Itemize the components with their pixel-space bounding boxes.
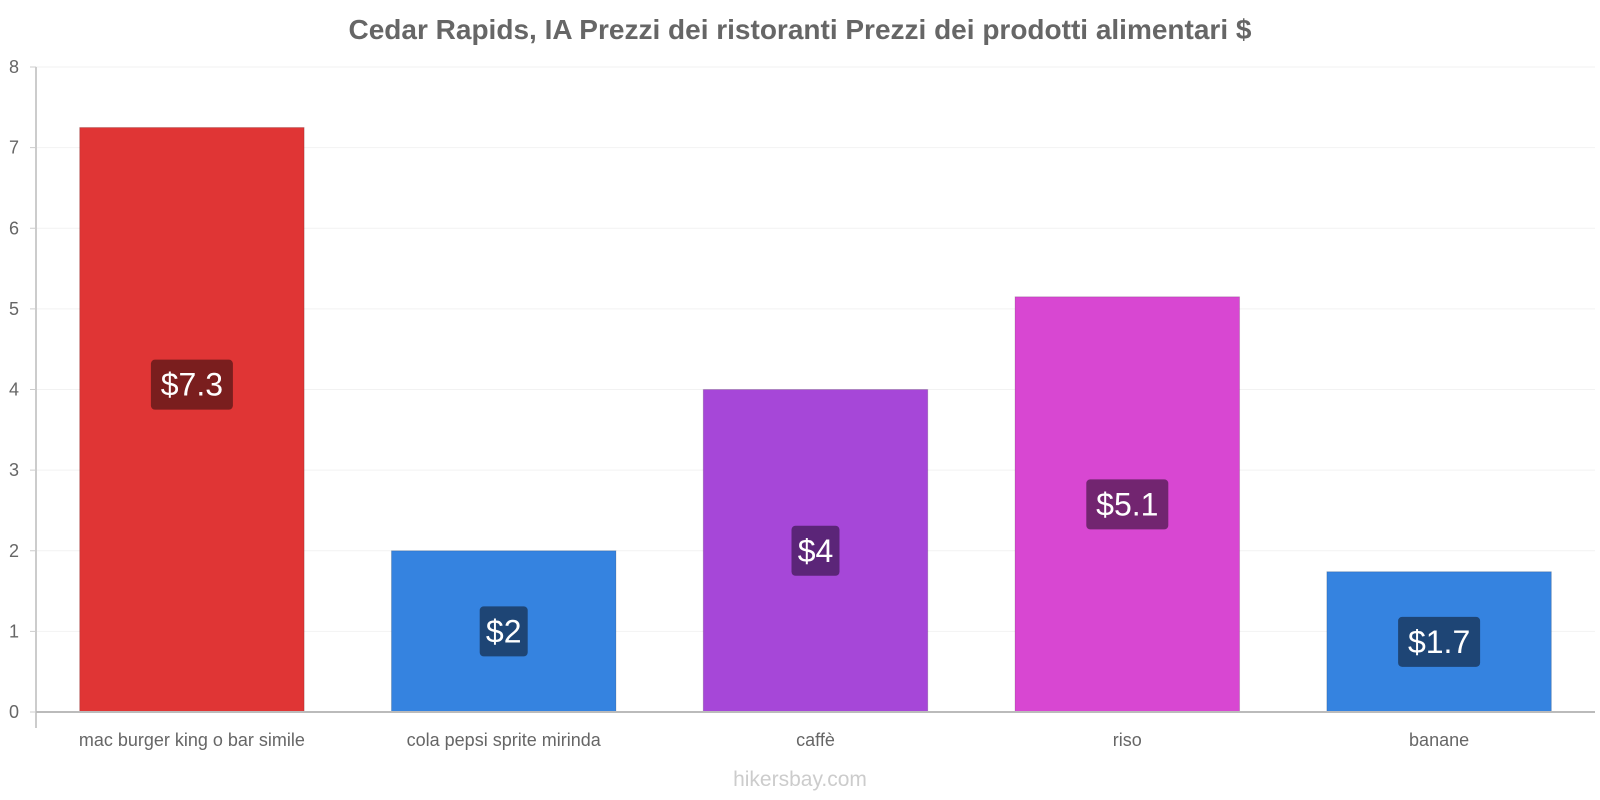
value-label-box-1	[479, 606, 528, 657]
x-category-label: cola pepsi sprite mirinda	[407, 730, 602, 750]
y-tick-label: 3	[9, 460, 19, 480]
y-tick-label: 4	[9, 380, 19, 400]
value-label-box-2	[791, 525, 840, 576]
data-labels: $7.3 $2 $4 $5.1 $1.7	[150, 359, 1481, 667]
y-tick-label: 6	[9, 218, 19, 238]
y-tick-label: 7	[9, 138, 19, 158]
chart-title: Cedar Rapids, IA Prezzi dei ristoranti P…	[348, 14, 1252, 45]
value-label-3: $5.1	[1096, 486, 1158, 522]
bars	[79, 126, 1552, 713]
value-label-box-0	[150, 359, 233, 410]
y-tick-label: 1	[9, 621, 19, 641]
x-category-label: riso	[1113, 730, 1142, 750]
bar-0	[79, 126, 305, 713]
watermark: hikersbay.com	[733, 768, 867, 791]
value-label-box-4	[1398, 616, 1481, 667]
x-category-label: mac burger king o bar simile	[79, 730, 305, 750]
value-label-4: $1.7	[1408, 624, 1470, 660]
y-tick-label: 0	[9, 702, 19, 722]
value-label-box-3	[1086, 479, 1169, 530]
value-label-0: $7.3	[161, 367, 223, 403]
x-category-label: banane	[1409, 730, 1469, 750]
y-tick-label: 5	[9, 299, 19, 319]
y-tick-label: 2	[9, 541, 19, 561]
x-category-label: caffè	[796, 730, 835, 750]
y-tick-label: 8	[9, 57, 19, 77]
value-label-2: $4	[798, 533, 834, 569]
axes: 0 1 2 3 4 5 6 7 8 mac burger king o bar simile col…	[9, 57, 1595, 750]
value-label-1: $2	[486, 613, 522, 649]
